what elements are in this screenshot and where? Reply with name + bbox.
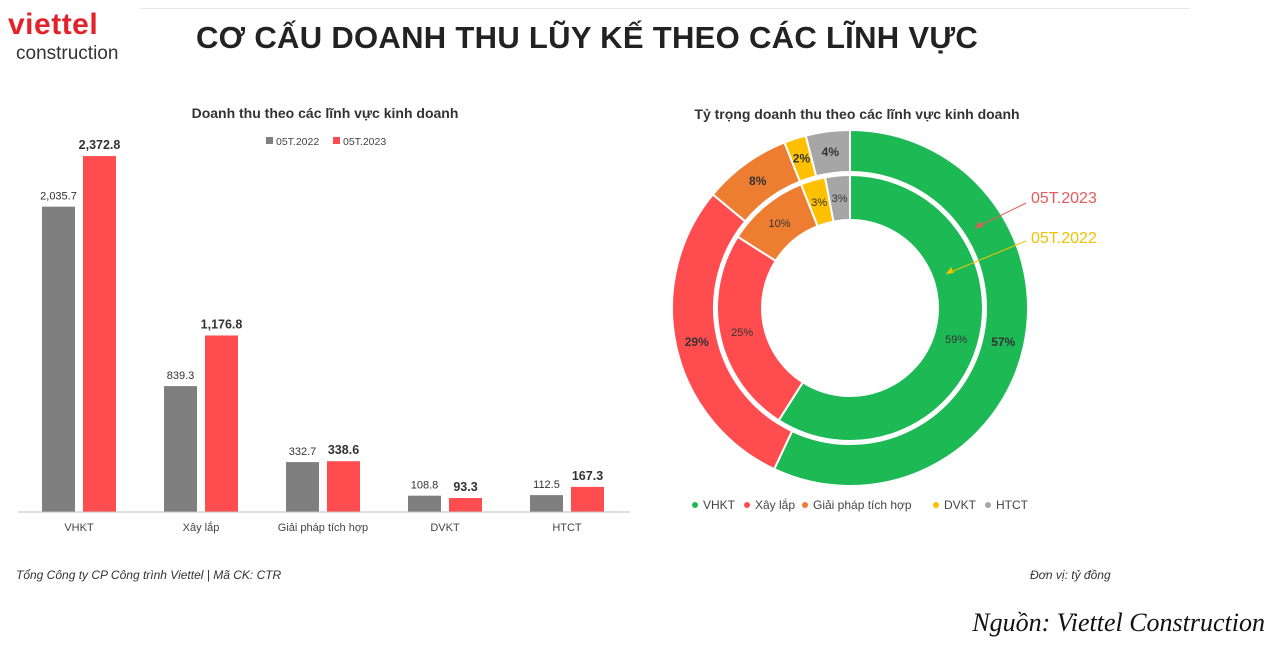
legend-label: Giải pháp tích hợp bbox=[813, 498, 912, 512]
top-divider bbox=[140, 8, 1190, 9]
slice-value-label: 25% bbox=[731, 327, 753, 339]
donut-chart-title: Tỷ trọng doanh thu theo các lĩnh vực kin… bbox=[694, 106, 1019, 122]
legend-marker bbox=[744, 502, 750, 508]
bar-value-label: 112.5 bbox=[533, 479, 560, 491]
category-label: HTCT bbox=[552, 522, 582, 534]
slice-value-label: 29% bbox=[685, 335, 709, 349]
viettel-construction-logo: viettel construction bbox=[8, 8, 138, 66]
bar-value-label: 338.6 bbox=[328, 443, 359, 457]
bar-xay-lap-05t-2022 bbox=[164, 386, 197, 512]
slice-vhkt-05t-2022 bbox=[777, 173, 984, 442]
bar-chart-legend: 05T.2022 05T.2023 bbox=[266, 136, 386, 148]
legend-marker bbox=[933, 502, 939, 508]
slice-vhkt-05t-2023 bbox=[772, 128, 1029, 487]
bar-value-label: 108.8 bbox=[411, 480, 439, 492]
donut-ring-callouts: 05T.2023 05T.2022 bbox=[945, 190, 1097, 275]
footer-unit: Đơn vị: tỷ đồng bbox=[1030, 568, 1111, 582]
slice-value-label: 8% bbox=[749, 174, 767, 188]
bar-chart: Doanh thu theo các lĩnh vực kinh doanh 0… bbox=[18, 105, 630, 534]
bar-value-label: 839.3 bbox=[167, 370, 195, 382]
logo-bottom-text: construction bbox=[16, 43, 119, 64]
source-note: Nguồn: Viettel Construction bbox=[972, 608, 1265, 637]
bar-value-label: 167.3 bbox=[572, 469, 603, 483]
callout-arrow-inner bbox=[946, 267, 954, 274]
callout-line-inner bbox=[945, 240, 1027, 275]
legend-label: VHKT bbox=[703, 498, 736, 512]
legend-marker bbox=[802, 502, 808, 508]
callout-line-outer bbox=[974, 202, 1027, 229]
legend-label: Xây lắp bbox=[755, 497, 795, 512]
slice-value-label: 10% bbox=[769, 218, 791, 230]
category-label: DVKT bbox=[430, 522, 460, 534]
category-label: Giải pháp tích hợp bbox=[278, 522, 368, 534]
bar-category-labels: VHKT Xây lắp Giải pháp tích hợp DVKT HTCT bbox=[64, 521, 582, 534]
slice-value-label: 3% bbox=[811, 197, 827, 209]
bar-xay-lap-05t-2023 bbox=[205, 335, 238, 512]
donut-chart: Tỷ trọng doanh thu theo các lĩnh vực kin… bbox=[671, 106, 1097, 512]
bar-vhkt-05t-2022 bbox=[42, 206, 75, 512]
bar-giai-phap-tich-hop-05t-2023 bbox=[327, 461, 360, 512]
bar-htct-05t-2022 bbox=[530, 495, 563, 512]
legend-label: 05T.2022 bbox=[276, 136, 319, 148]
callout-label-inner: 05T.2022 bbox=[1031, 230, 1097, 247]
bar-value-label: 332.7 bbox=[289, 446, 317, 458]
slice-value-label: 2% bbox=[793, 152, 811, 166]
logo-top-text: viettel bbox=[8, 8, 99, 41]
bar-value-label: 93.3 bbox=[453, 480, 477, 494]
bar-vhkt-05t-2023 bbox=[83, 156, 116, 512]
bar-giai-phap-tich-hop-05t-2022 bbox=[286, 462, 319, 512]
page-title: CƠ CẤU DOANH THU LŨY KẾ THEO CÁC LĨNH VỰ… bbox=[196, 20, 979, 55]
bar-value-label: 1,176.8 bbox=[201, 317, 243, 331]
donut-inner-ring: 59% 25% 10% 3% 3% bbox=[716, 173, 984, 442]
donut-outer-ring: 57% 29% 8% 2% 4% bbox=[671, 128, 1029, 487]
slice-value-label: 4% bbox=[822, 145, 840, 159]
callout-label-outer: 05T.2023 bbox=[1031, 190, 1097, 207]
category-label: Xây lắp bbox=[183, 521, 220, 534]
legend-marker bbox=[692, 502, 698, 508]
category-label: VHKT bbox=[64, 522, 94, 534]
slice-value-label: 57% bbox=[991, 335, 1015, 349]
bar-htct-05t-2023 bbox=[571, 486, 604, 512]
slice-value-label: 3% bbox=[832, 193, 848, 205]
bar-dvkt-05t-2023 bbox=[449, 498, 482, 512]
footer-company: Tổng Công ty CP Công trình Viettel | Mã … bbox=[16, 568, 282, 582]
callout-arrow-outer bbox=[975, 221, 983, 228]
bar-marks: 2,035.7 2,372.8 839.3 1,176.8 332.7 338.6 108.… bbox=[40, 138, 604, 512]
legend-swatch bbox=[266, 137, 273, 144]
slice-value-label: 59% bbox=[945, 334, 967, 346]
bar-value-label: 2,372.8 bbox=[79, 138, 121, 152]
bar-chart-title: Doanh thu theo các lĩnh vực kinh doanh bbox=[192, 105, 459, 121]
legend-marker bbox=[985, 502, 991, 508]
donut-chart-legend: VHKT Xây lắp Giải pháp tích hợp DVKT HTCT bbox=[692, 497, 1029, 512]
legend-swatch bbox=[333, 137, 340, 144]
legend-label: HTCT bbox=[996, 498, 1029, 512]
legend-label: DVKT bbox=[944, 498, 977, 512]
slice-htct-05t-2022 bbox=[823, 173, 851, 223]
bar-dvkt-05t-2022 bbox=[408, 495, 441, 512]
slice-htct-05t-2023 bbox=[804, 128, 851, 178]
legend-label: 05T.2023 bbox=[343, 136, 386, 148]
bar-value-label: 2,035.7 bbox=[40, 191, 77, 203]
